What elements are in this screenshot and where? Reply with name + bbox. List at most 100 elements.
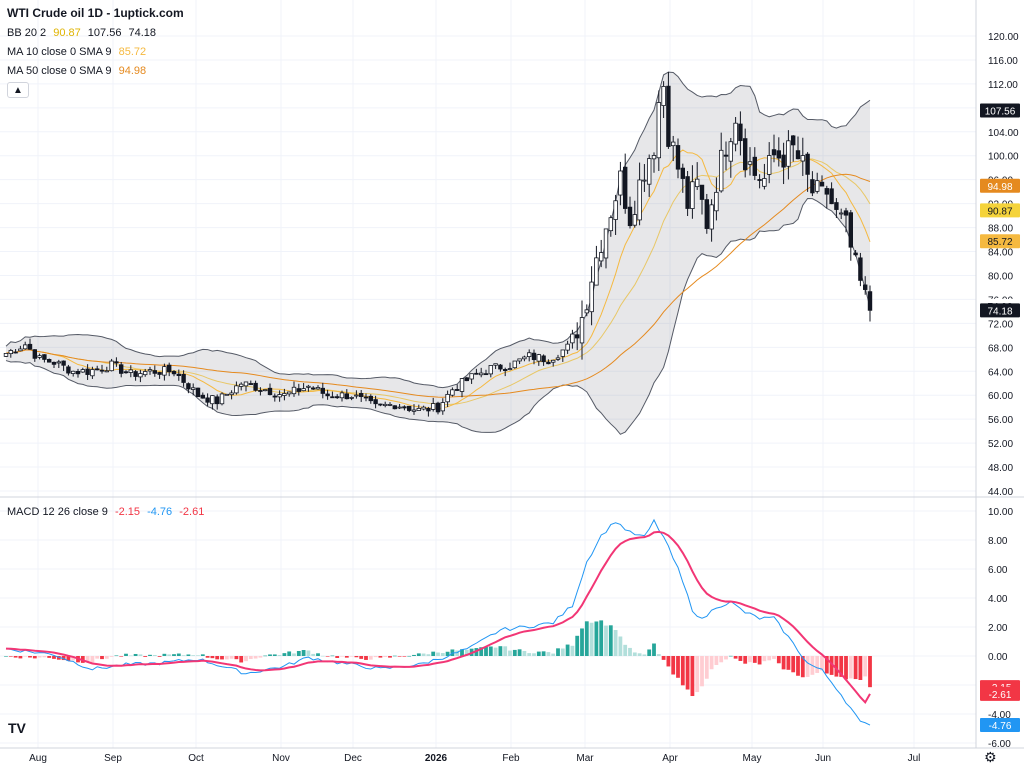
legend-ma10[interactable]: MA 10 close 0 SMA 9 85.72 [7,46,150,58]
macd-histogram-bar [786,656,791,670]
price-badge [980,103,1020,118]
candle-body [867,291,873,311]
macd-histogram-bar [517,649,522,656]
macd-histogram-bar [23,656,28,657]
candle-body [771,149,777,156]
settings-gear-icon[interactable]: ⚙ [984,749,997,765]
candle-body [555,357,561,360]
macd-histogram-bar [493,647,498,656]
macd-histogram-bar [181,655,186,656]
candle-body [363,396,369,399]
legend-ma50-label: MA 50 close 0 SMA 9 [7,65,112,77]
macd-tick-label: -4.00 [988,710,1011,721]
candle-body [824,188,829,195]
candle-body [685,176,690,209]
candle-body [138,373,143,378]
candle-body [397,406,402,409]
macd-histogram-bar [623,644,628,656]
candle-body [709,204,714,230]
candle-body [387,404,393,406]
candle-body [637,179,642,221]
candle-body [541,355,546,363]
legend-ma50[interactable]: MA 50 close 0 SMA 9 94.98 [7,65,150,77]
macd-histogram-bar [8,656,13,657]
macd-histogram-bar [28,656,32,658]
price-tick-label: 120.00 [988,32,1019,43]
macd-histogram-bar [85,656,90,663]
candle-body [95,368,100,371]
legend-macd[interactable]: MACD 12 26 close 9 -2.15 -4.76 -2.61 [7,506,208,518]
time-tick-label: Jun [815,753,831,764]
price-tick-label: 60.00 [988,391,1013,402]
price-tick-label: 48.00 [988,463,1013,474]
macd-histogram-bar [431,651,436,656]
candle-body [267,387,273,396]
candle-body [671,141,676,147]
macd-histogram-bar [306,650,311,656]
candle-body [522,356,527,360]
collapse-legend-button[interactable]: ▲ [7,82,29,98]
time-tick-label: Jul [908,753,921,764]
candle-body [459,378,465,392]
macd-histogram-bar [388,656,392,658]
candle-body [762,178,767,187]
macd-tick-label: 10.00 [988,507,1013,518]
macd-histogram-bar [512,649,517,656]
candle-body [647,158,652,185]
macd-tick-label: 6.00 [988,565,1008,576]
candle-body [354,394,359,397]
candle-body [829,188,834,205]
time-tick-label: Feb [502,753,520,764]
macd-histogram-bar [296,650,301,656]
candle-body [642,179,647,182]
macd-histogram-bar [527,653,532,656]
candle-body [603,228,609,259]
macd-histogram-bar [37,656,42,658]
candle-body [171,371,177,375]
candle-body [618,170,623,196]
candle-body [181,374,186,383]
candle-body [743,138,748,171]
legend-bb[interactable]: BB 20 2 90.87 107.56 74.18 [7,27,160,39]
candle-body [258,390,263,392]
macd-histogram-bar [824,656,829,674]
macd-histogram-bar [104,656,109,659]
candle-body [474,372,479,375]
macd-histogram-bar [594,621,599,656]
macd-histogram-bar [215,656,220,660]
candle-body [805,153,810,175]
macd-histogram-bar [196,655,200,656]
candle-body [435,402,441,413]
candle-body [483,373,489,376]
candle-body [306,385,311,388]
macd-histogram-bar [397,656,402,657]
candle-body [464,377,469,382]
candle-body [186,383,191,390]
macd-histogram-bar [157,656,162,657]
candle-body [714,191,719,212]
candle-body [382,403,388,406]
price-tick-label: 112.00 [988,80,1018,91]
macd-histogram-bar [815,656,820,673]
macd-tick-label: 0.00 [988,652,1008,663]
candle-body [608,217,613,232]
price-tick-label: 88.00 [988,224,1013,235]
candle-body [757,179,762,181]
candle-body [815,180,820,192]
candle-body [248,383,253,385]
macd-histogram-bar [95,656,100,659]
candle-body [282,393,287,396]
macd-histogram-bar [704,656,709,679]
candle-body [238,383,244,387]
macd-histogram-bar [200,654,205,656]
macd-histogram-bar [618,636,623,656]
macd-histogram-bar [407,655,412,657]
macd-histogram-bar [277,654,282,656]
macd-histogram-bar [565,644,570,656]
macd-badge-label: -2.61 [989,690,1012,701]
candle-body [22,344,28,350]
macd-histogram-bar [796,656,800,676]
macd-histogram-bar [292,653,296,656]
price-badge [980,303,1020,318]
